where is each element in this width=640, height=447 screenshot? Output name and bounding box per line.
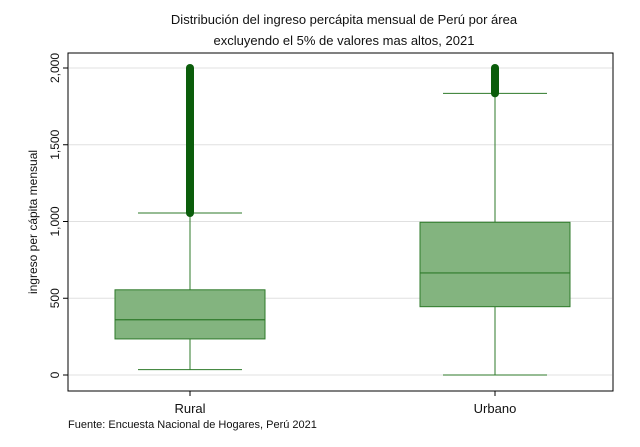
x-tick-label: Urbano xyxy=(474,401,517,416)
y-tick-label: 0 xyxy=(48,371,62,378)
y-tick-label: 500 xyxy=(48,288,62,308)
source-note: Fuente: Encuesta Nacional de Hogares, Pe… xyxy=(68,419,317,431)
chart-title-line-1: Distribución del ingreso percápita mensu… xyxy=(171,12,518,27)
y-axis-title: ingreso per cápita mensual xyxy=(26,150,40,294)
y-tick-label: 1,000 xyxy=(48,206,62,236)
iqr-box xyxy=(114,289,266,340)
box-urbano xyxy=(419,64,571,376)
x-tick-label: Rural xyxy=(174,401,205,416)
chart-title-line-2: excluyendo el 5% de valores mas altos, 2… xyxy=(214,33,475,48)
box-rural xyxy=(114,64,266,371)
x-axis: Rural Urbano xyxy=(174,391,516,416)
iqr-box xyxy=(419,221,571,308)
boxes xyxy=(114,64,571,376)
y-tick-label: 1,500 xyxy=(48,129,62,159)
y-tick-label: 2,000 xyxy=(48,53,62,83)
y-axis: 0 500 1,000 1,500 2,000 xyxy=(48,53,68,378)
